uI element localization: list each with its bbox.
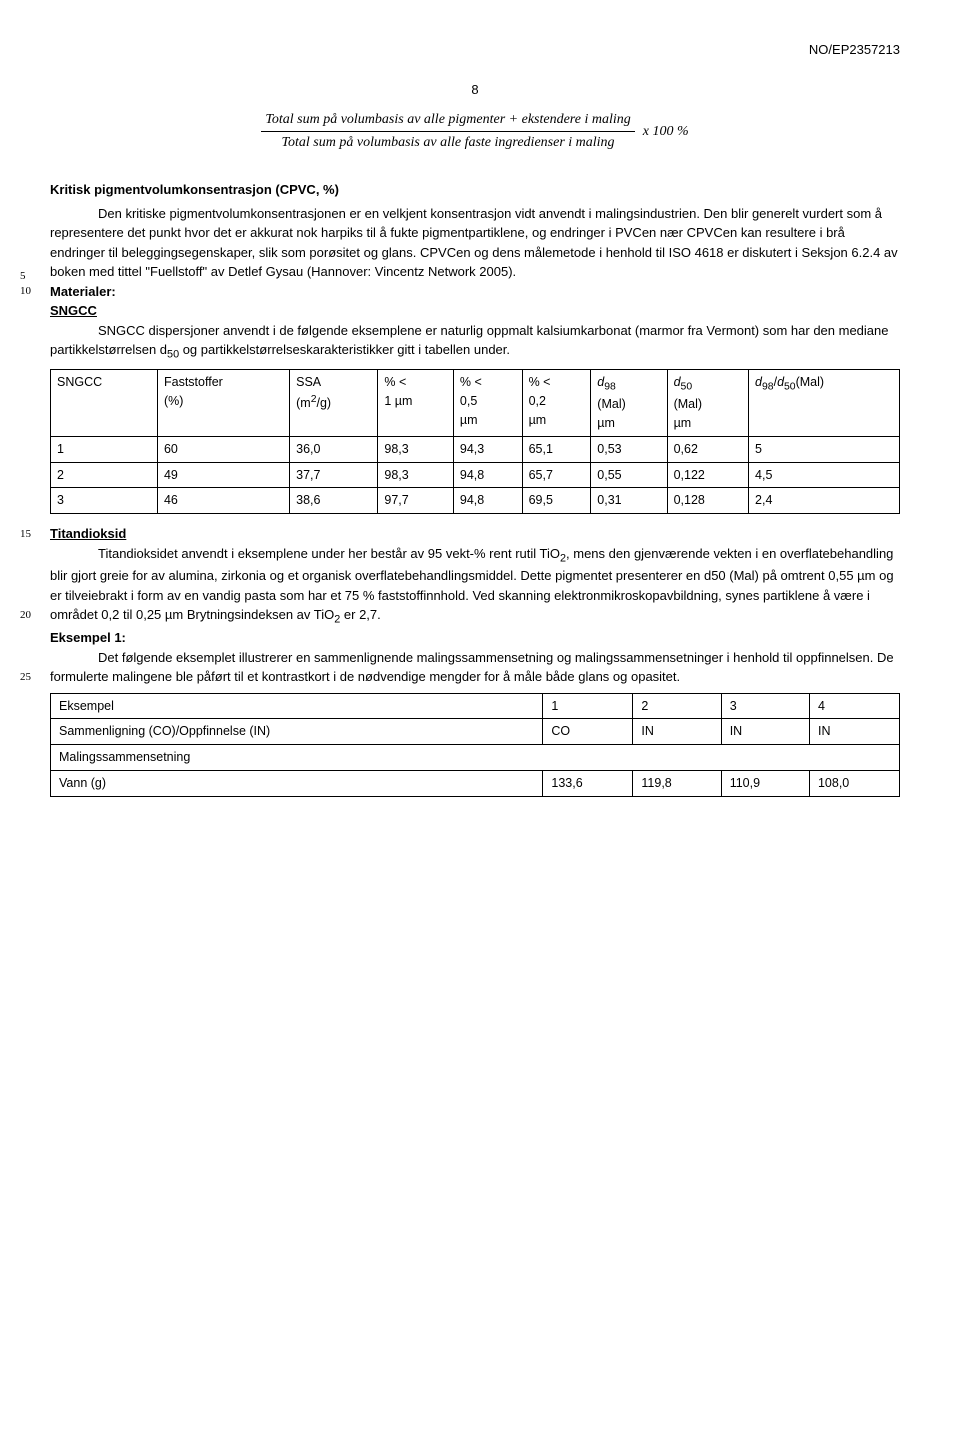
heading-cpvc: Kritisk pigmentvolumkonsentrasjon (CPVC,…: [50, 180, 900, 200]
line-number-20: 20: [20, 607, 31, 624]
line-number-10: 10: [20, 283, 31, 300]
formula-numerator: Total sum på volumbasis av alle pigmente…: [261, 111, 634, 132]
th-lt02: % <0,2µm: [522, 370, 591, 437]
table-row: Vann (g) 133,6 119,8 110,9 108,0: [51, 770, 900, 796]
heading-materials: Materialer:: [50, 282, 900, 302]
page-number: 8: [50, 80, 900, 100]
table-row: Eksempel 1 2 3 4: [51, 693, 900, 719]
formula-denominator: Total sum på volumbasis av alle faste in…: [278, 132, 619, 152]
paragraph-eksempel1: Det følgende eksemplet illustrerer en sa…: [50, 648, 900, 687]
table-row: Sammenligning (CO)/Oppfinnelse (IN) CO I…: [51, 719, 900, 745]
doc-number: NO/EP2357213: [50, 40, 900, 60]
th-d98: d98(Mal)µm: [591, 370, 667, 437]
th-d50: d50(Mal)µm: [667, 370, 748, 437]
th-sngcc: SNGCC: [51, 370, 158, 437]
paragraph-titandioksid: Titandioksidet anvendt i eksemplene unde…: [50, 544, 900, 629]
table-row: Malingssammensetning: [51, 745, 900, 771]
th-lt1: % <1 µm: [378, 370, 454, 437]
paragraph-cpvc: Den kritiske pigmentvolumkonsentrasjonen…: [50, 204, 900, 282]
sngcc-table: SNGCC Faststoffer(%) SSA(m2/g) % <1 µm %…: [50, 369, 900, 514]
formula: Total sum på volumbasis av alle pigmente…: [50, 111, 900, 152]
eksempel-table: Eksempel 1 2 3 4 Sammenligning (CO)/Oppf…: [50, 693, 900, 797]
line-number-25: 25: [20, 669, 31, 686]
table-row: 24937,798,394,865,70,550,1224,5: [51, 462, 900, 488]
formula-tail: x 100 %: [643, 121, 689, 142]
line-number-15: 15: [20, 526, 31, 543]
th-ratio: d98/d50(Mal): [749, 370, 900, 437]
heading-titandioksid: Titandioksid: [50, 524, 900, 544]
th-lt05: % <0,5µm: [453, 370, 522, 437]
table-header-row: SNGCC Faststoffer(%) SSA(m2/g) % <1 µm %…: [51, 370, 900, 437]
heading-eksempel1: Eksempel 1:: [50, 628, 900, 648]
th-faststoffer: Faststoffer(%): [157, 370, 289, 437]
table-row: 34638,697,794,869,50,310,1282,4: [51, 488, 900, 514]
th-ssa: SSA(m2/g): [290, 370, 378, 437]
paragraph-sngcc: SNGCC dispersjoner anvendt i de følgende…: [50, 321, 900, 363]
table-row: 16036,098,394,365,10,530,625: [51, 436, 900, 462]
heading-sngcc: SNGCC: [50, 301, 900, 321]
